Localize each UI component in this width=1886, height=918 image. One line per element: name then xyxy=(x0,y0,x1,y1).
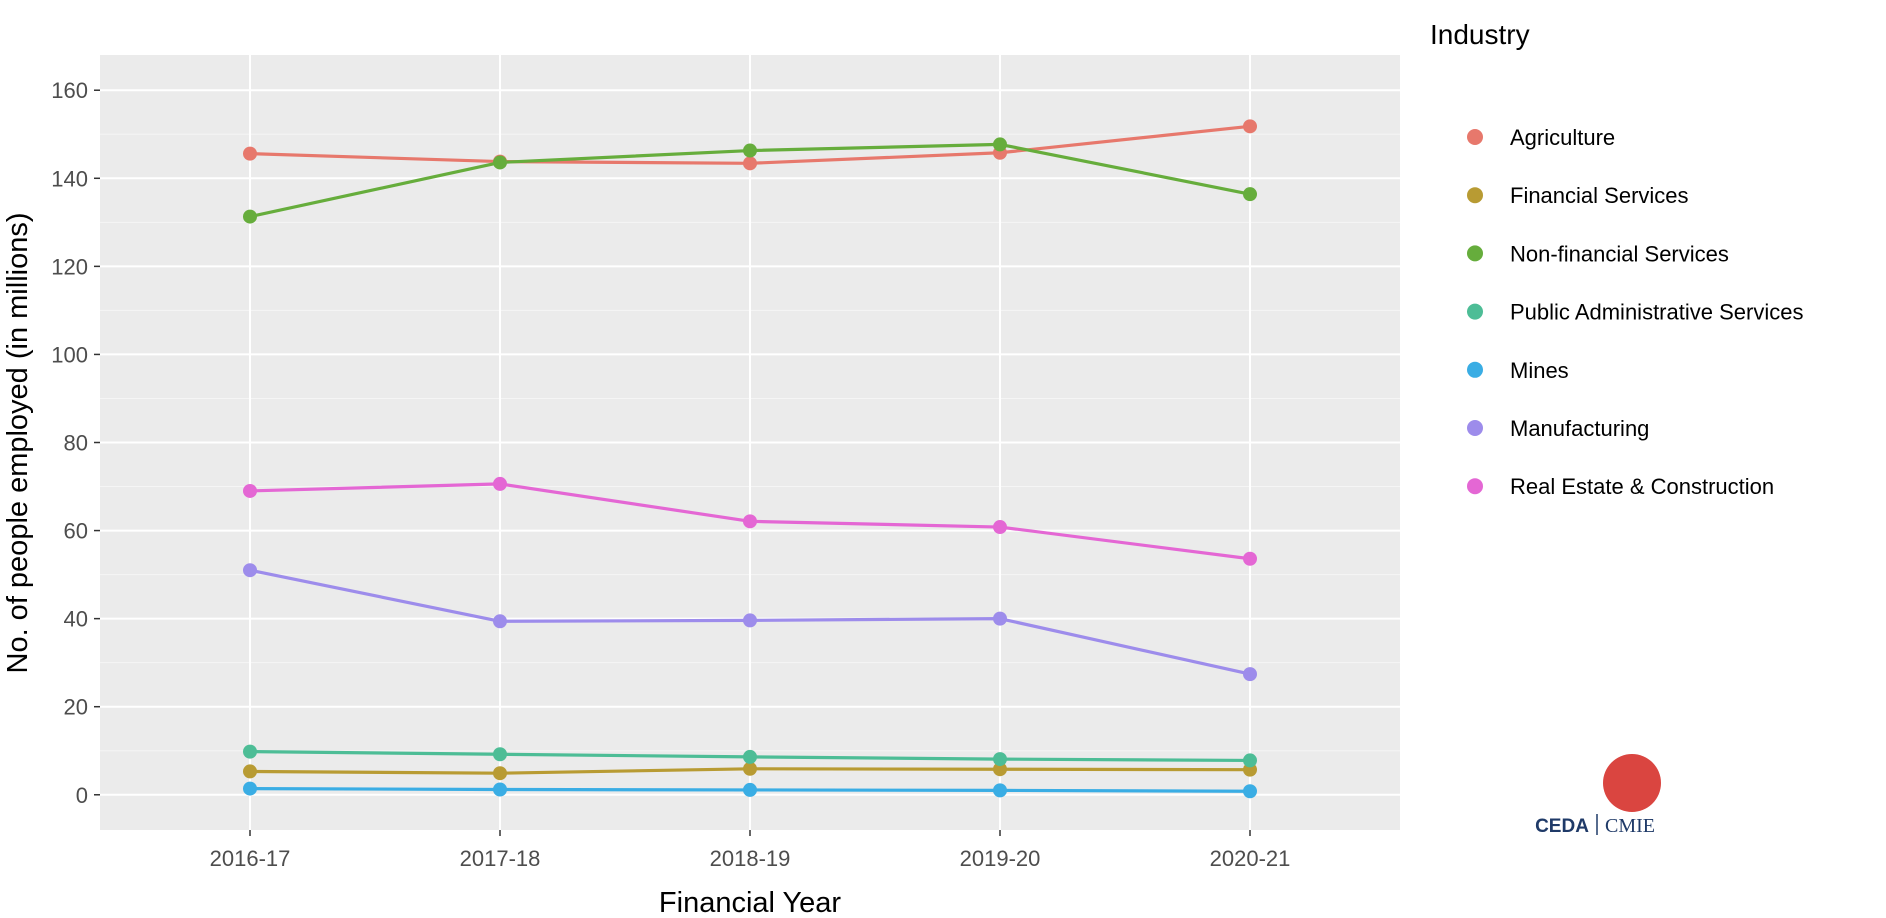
legend-key-non-financial-services xyxy=(1467,245,1483,262)
data-point-mines xyxy=(243,781,257,796)
x-tick-label: 2019-20 xyxy=(960,846,1041,871)
data-point-non-financial-services xyxy=(243,209,257,224)
legend-key-financial-services xyxy=(1467,187,1483,204)
y-tick-label: 80 xyxy=(64,431,88,456)
data-point-agriculture xyxy=(243,146,257,161)
y-tick-label: 0 xyxy=(76,783,88,808)
legend: Industry Agriculture Financial Services No… xyxy=(1430,19,1803,499)
data-point-non-financial-services xyxy=(1243,187,1257,202)
legend-label-financial-services: Financial Services xyxy=(1510,183,1689,208)
y-axis: 0 20 40 60 80 100 120 140 160 xyxy=(51,78,100,808)
series-points xyxy=(243,119,1257,799)
x-tick-label: 2017-18 xyxy=(460,846,541,871)
ceda-cmie-logo: CEDA CMIE xyxy=(1535,754,1661,837)
data-point-financial-services xyxy=(243,764,257,779)
legend-title: Industry xyxy=(1430,19,1530,50)
data-point-manufacturing xyxy=(243,563,257,578)
data-point-non-financial-services xyxy=(743,143,757,158)
data-point-public-administrative-services xyxy=(1243,753,1257,768)
legend-key-manufacturing xyxy=(1467,420,1483,436)
data-point-mines xyxy=(993,783,1007,798)
legend-key-mines xyxy=(1467,361,1483,378)
y-tick-label: 160 xyxy=(51,78,88,103)
x-axis: 2016-17 2017-18 2018-19 2019-20 2020-21 xyxy=(210,830,1291,871)
legend-label-public-administrative-services: Public Administrative Services xyxy=(1510,300,1803,325)
x-tick-label: 2020-21 xyxy=(1210,846,1291,871)
legend-label-non-financial-services: Non-financial Services xyxy=(1510,241,1729,266)
data-point-mines xyxy=(493,782,507,797)
data-point-real-estate-construction xyxy=(743,514,757,529)
x-tick-label: 2018-19 xyxy=(710,846,791,871)
data-point-agriculture xyxy=(1243,119,1257,134)
legend-items: Agriculture Financial Services Non-financi… xyxy=(1467,125,1803,499)
data-point-manufacturing xyxy=(1243,667,1257,682)
x-tick-label: 2016-17 xyxy=(210,846,291,871)
y-axis-title: No. of people employed (in millions) xyxy=(2,213,34,674)
data-point-agriculture xyxy=(743,156,757,171)
data-point-manufacturing xyxy=(493,614,507,629)
data-point-public-administrative-services xyxy=(493,747,507,762)
data-point-financial-services xyxy=(743,761,757,776)
data-point-real-estate-construction xyxy=(993,520,1007,535)
legend-label-mines: Mines xyxy=(1510,358,1569,383)
x-axis-title: Financial Year xyxy=(659,887,842,918)
y-tick-label: 20 xyxy=(64,695,88,720)
data-point-non-financial-services xyxy=(993,137,1007,152)
data-point-mines xyxy=(743,782,757,797)
y-tick-label: 140 xyxy=(51,166,88,191)
data-point-real-estate-construction xyxy=(1243,551,1257,566)
y-tick-label: 100 xyxy=(51,342,88,367)
data-point-public-administrative-services xyxy=(743,749,757,764)
legend-key-real-estate-construction xyxy=(1467,478,1483,495)
legend-key-public-administrative-services xyxy=(1467,303,1483,320)
y-tick-label: 40 xyxy=(64,607,88,632)
data-point-real-estate-construction xyxy=(243,483,257,498)
data-point-public-administrative-services xyxy=(993,752,1007,767)
legend-key-agriculture xyxy=(1467,129,1483,145)
legend-label-agriculture: Agriculture xyxy=(1510,125,1615,150)
data-point-manufacturing xyxy=(743,613,757,628)
legend-label-real-estate-construction: Real Estate & Construction xyxy=(1510,474,1774,499)
data-point-public-administrative-services xyxy=(243,744,257,759)
data-point-non-financial-services xyxy=(493,155,507,170)
legend-label-manufacturing: Manufacturing xyxy=(1510,416,1649,441)
data-point-financial-services xyxy=(493,766,507,781)
y-tick-label: 120 xyxy=(51,254,88,279)
data-point-financial-services xyxy=(993,762,1007,777)
logo-dot xyxy=(1603,754,1661,812)
data-point-manufacturing xyxy=(993,611,1007,626)
y-tick-label: 60 xyxy=(64,519,88,544)
data-point-mines xyxy=(1243,784,1257,799)
logo-right-text: CMIE xyxy=(1605,815,1655,837)
logo-left-text: CEDA xyxy=(1535,816,1589,837)
data-point-real-estate-construction xyxy=(493,476,507,491)
